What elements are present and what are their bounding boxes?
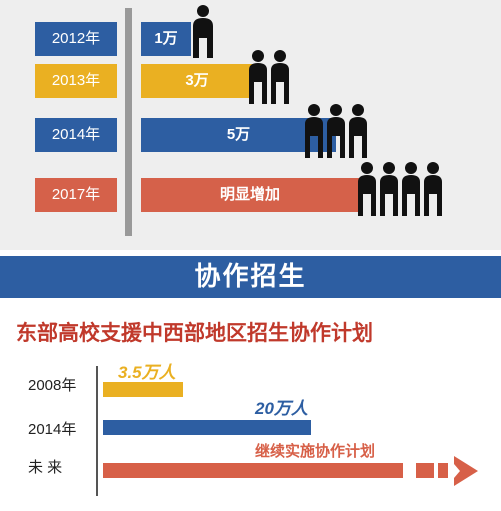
people-icons-2012 — [193, 5, 213, 58]
year-label-2012: 2012年 — [35, 22, 117, 56]
person-icon — [193, 5, 213, 58]
person-icon — [402, 162, 420, 216]
bar-2008 — [103, 382, 183, 397]
person-icon — [327, 104, 345, 158]
value-label-2012: 1万 — [154, 30, 178, 47]
value-label-2014-b: 20万人 — [255, 399, 308, 418]
people-icons-2014 — [305, 104, 367, 158]
person-icon — [380, 162, 398, 216]
bar-2017: 明显增加 — [141, 178, 359, 212]
value-label-2008: 3.5万人 — [118, 363, 176, 382]
year-label-2013: 2013年 — [35, 64, 117, 98]
year-label-future: 未 来 — [28, 459, 63, 476]
bar-future — [103, 463, 403, 478]
axis-divider — [125, 8, 132, 236]
year-label-2017: 2017年 — [35, 178, 117, 212]
people-icons-2017 — [358, 162, 442, 216]
person-icon — [305, 104, 323, 158]
arrow-right-icon — [454, 456, 478, 486]
arrow-dash-2 — [438, 463, 448, 478]
bar-2014: 5万 — [141, 118, 336, 152]
year-label-2014-b: 2014年 — [28, 421, 77, 438]
section-banner: 协作招生 — [0, 256, 501, 298]
value-label-future: 继续实施协作计划 — [255, 443, 376, 460]
value-label-2013: 3万 — [185, 72, 209, 89]
chart-title: 东部高校支援中西部地区招生协作计划 — [16, 322, 373, 345]
bar-2013: 3万 — [141, 64, 253, 98]
person-icon — [249, 50, 267, 104]
arrow-dash-1 — [416, 463, 434, 478]
person-icon — [349, 104, 367, 158]
bar-2014-b — [103, 420, 311, 435]
person-icon — [358, 162, 376, 216]
year-label-2014: 2014年 — [35, 118, 117, 152]
person-icon — [271, 50, 289, 104]
y-axis-line — [96, 366, 98, 496]
bar-2012: 1万 — [141, 22, 191, 56]
year-label-2008: 2008年 — [28, 377, 77, 394]
value-label-2017: 明显增加 — [219, 186, 280, 203]
people-icons-2013 — [249, 50, 289, 104]
top-chart-panel: 2012年 1万 2013年 3万 2014年 5万 — [0, 0, 501, 250]
value-label-2014: 5万 — [226, 126, 251, 143]
banner-title: 协作招生 — [194, 262, 307, 292]
person-icon — [424, 162, 442, 216]
